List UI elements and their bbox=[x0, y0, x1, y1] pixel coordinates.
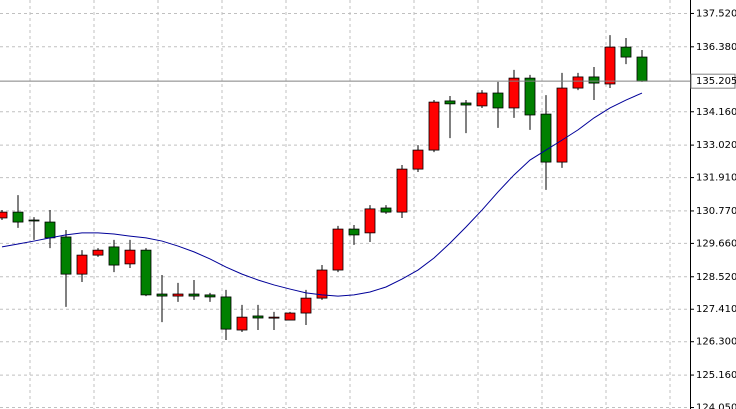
candle-body bbox=[124, 249, 136, 265]
candle-body bbox=[620, 46, 632, 58]
candle-body bbox=[252, 315, 264, 319]
y-tick-label: 134.160 bbox=[696, 107, 736, 118]
candle-body bbox=[300, 297, 312, 314]
candle-body bbox=[268, 316, 280, 319]
y-tick-label: 130.770 bbox=[696, 206, 736, 217]
y-tick-label: 129.660 bbox=[696, 238, 736, 249]
candle-body bbox=[28, 219, 40, 222]
candle-body bbox=[12, 211, 24, 223]
candle-body bbox=[396, 168, 408, 213]
candle-body bbox=[332, 228, 344, 271]
y-tick-label: 131.910 bbox=[696, 173, 736, 184]
candle-body bbox=[236, 316, 248, 331]
candle-body bbox=[188, 293, 200, 297]
candle-body bbox=[428, 101, 440, 151]
moving-average bbox=[1, 92, 643, 297]
y-tick-label: 136.380 bbox=[696, 42, 736, 53]
candle-body bbox=[348, 228, 360, 236]
candle-body bbox=[444, 100, 456, 105]
plot-area bbox=[0, 0, 690, 409]
candle-body bbox=[172, 293, 184, 297]
candle-body bbox=[556, 87, 568, 163]
candle-body bbox=[636, 56, 648, 82]
y-tick-label: 126.300 bbox=[696, 337, 736, 348]
candle-body bbox=[604, 46, 616, 85]
candle-body bbox=[460, 102, 472, 106]
candle-body bbox=[524, 77, 536, 116]
candle-body bbox=[572, 76, 584, 89]
candle-body bbox=[476, 92, 488, 107]
y-tick-label: 125.160 bbox=[696, 370, 736, 381]
candle-body bbox=[412, 149, 424, 170]
y-tick-label: 137.520 bbox=[696, 8, 736, 19]
candle-body bbox=[44, 221, 56, 239]
candle-body bbox=[508, 77, 520, 109]
candle-body bbox=[380, 207, 392, 213]
candle-body bbox=[204, 294, 216, 298]
candle-body bbox=[364, 208, 376, 234]
current-price-label: 135.205 bbox=[696, 76, 736, 87]
y-tick-label: 127.410 bbox=[696, 304, 736, 315]
candle-body bbox=[92, 249, 104, 256]
y-tick-label: 124.050 bbox=[696, 403, 736, 409]
candle-body bbox=[284, 312, 296, 321]
candle-body bbox=[140, 249, 152, 296]
candle-body bbox=[492, 92, 504, 109]
candle-body bbox=[588, 76, 600, 84]
current-price-box bbox=[690, 73, 736, 89]
y-tick-label: 128.520 bbox=[696, 272, 736, 283]
candle-body bbox=[76, 254, 88, 275]
candle-body bbox=[108, 246, 120, 266]
candle-body bbox=[0, 211, 8, 219]
candle-body bbox=[540, 113, 552, 163]
candle-body bbox=[220, 296, 232, 330]
y-tick-label: 133.020 bbox=[696, 140, 736, 151]
candle-body bbox=[316, 269, 328, 299]
candle-body bbox=[60, 236, 72, 275]
candle-body bbox=[156, 293, 168, 297]
